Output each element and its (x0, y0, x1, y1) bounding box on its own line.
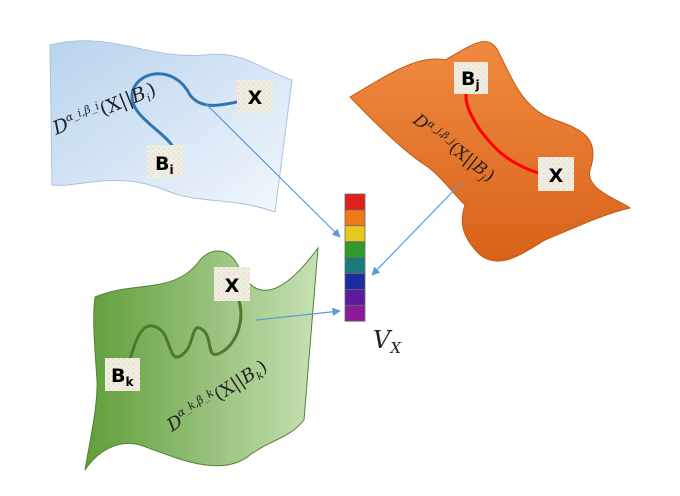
vector-cell-8 (344, 304, 366, 322)
vector-cell-4 (344, 241, 366, 258)
vector-cell-2 (344, 209, 366, 227)
node-b-orange: Bj (454, 62, 488, 94)
svg-text:Bj: Bj (461, 68, 480, 92)
node-x-orange-label: X (549, 165, 564, 187)
divergence-blue-symbol: D (49, 114, 72, 140)
vector-cell-3 (344, 225, 366, 243)
arrow-blue-to-vector (204, 102, 341, 238)
manifold-blue-surface (49, 40, 293, 213)
manifold-green-surface (84, 246, 319, 471)
manifold-orange-curve (464, 84, 546, 177)
vector-label: VX (373, 326, 402, 357)
feature-vector (344, 193, 366, 322)
node-b-green-label: B (111, 365, 125, 387)
arrow-green-to-vector (255, 307, 341, 321)
vector-label-sub: X (389, 339, 402, 357)
node-b-blue: Bi (147, 145, 183, 178)
arrow-orange-to-vector (371, 181, 463, 276)
vector-cell-5 (344, 257, 366, 274)
node-b-orange-sub: j (474, 78, 479, 92)
node-b-blue-sub: i (169, 163, 173, 177)
manifold-blue-curve (130, 72, 251, 151)
divergence-blue-args-b-sub: i (145, 91, 153, 104)
node-x-green: X (214, 267, 250, 301)
arrows (204, 102, 463, 321)
node-x-blue: X (237, 80, 273, 113)
node-x-orange: X (538, 157, 574, 191)
manifold-orange-surface (349, 41, 632, 262)
node-x-green-label: X (225, 275, 240, 297)
manifold-blue: X Bi Dα_i,β_i(X||Bi) (49, 40, 293, 213)
vector-cell-6 (344, 273, 366, 290)
node-b-orange-label: B (461, 68, 475, 90)
manifold-green-curve (126, 297, 243, 366)
node-b-green-sub: k (125, 375, 134, 389)
vector-label-main: V (373, 326, 393, 354)
svg-text:Bk: Bk (111, 365, 134, 389)
vector-cell-1 (344, 193, 366, 211)
node-b-green: Bk (105, 358, 140, 391)
manifold-green: X Bk Dα_k,β_k(X||Bk) (84, 246, 319, 471)
manifold-orange: Bj X Dα_j,β_j(X||Bj) (349, 41, 632, 262)
svg-text:Bi: Bi (155, 153, 174, 177)
divergence-orange-args-b-sub: j (476, 172, 487, 184)
vector-cell-7 (344, 288, 366, 306)
node-b-blue-label: B (155, 153, 169, 175)
node-x-blue-label: X (248, 87, 263, 109)
